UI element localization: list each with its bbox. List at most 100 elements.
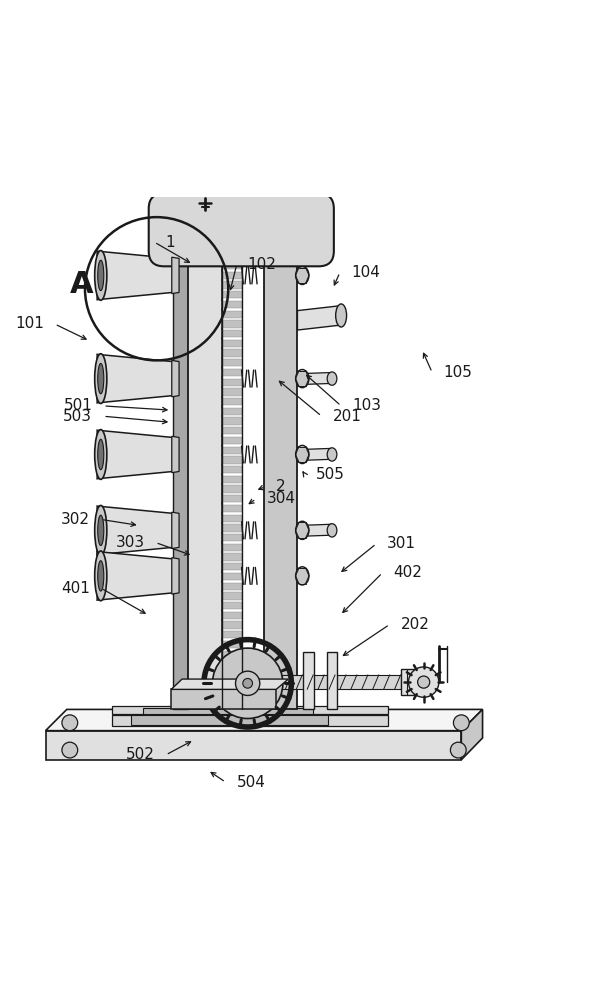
Text: 103: 103 (352, 398, 381, 413)
Polygon shape (222, 592, 242, 600)
Polygon shape (222, 359, 242, 366)
Polygon shape (297, 524, 331, 536)
Text: 303: 303 (115, 535, 144, 550)
Ellipse shape (98, 439, 104, 470)
Polygon shape (172, 558, 179, 594)
Polygon shape (222, 660, 242, 668)
Text: 502: 502 (126, 747, 155, 762)
Polygon shape (131, 715, 328, 725)
Polygon shape (401, 669, 414, 695)
Polygon shape (297, 448, 331, 461)
Polygon shape (46, 709, 483, 731)
Text: 501: 501 (63, 398, 92, 413)
Polygon shape (222, 388, 242, 396)
Polygon shape (222, 699, 242, 706)
Ellipse shape (95, 251, 107, 300)
Polygon shape (222, 515, 242, 522)
Polygon shape (173, 233, 188, 709)
Polygon shape (171, 689, 276, 709)
Circle shape (453, 715, 469, 731)
Polygon shape (222, 641, 242, 648)
Polygon shape (222, 583, 242, 590)
Ellipse shape (95, 505, 107, 555)
Polygon shape (222, 553, 242, 561)
Polygon shape (264, 233, 297, 709)
Polygon shape (222, 262, 242, 269)
Text: 301: 301 (387, 536, 416, 551)
Circle shape (418, 676, 430, 688)
Polygon shape (97, 251, 173, 300)
Polygon shape (222, 272, 242, 279)
Text: 101: 101 (15, 316, 44, 331)
Text: 504: 504 (237, 775, 266, 790)
Polygon shape (222, 505, 242, 512)
Polygon shape (282, 675, 401, 689)
Polygon shape (222, 670, 242, 677)
Polygon shape (222, 612, 242, 619)
Ellipse shape (327, 524, 337, 537)
Polygon shape (222, 680, 242, 687)
Text: 201: 201 (333, 409, 362, 424)
Ellipse shape (296, 266, 309, 285)
Polygon shape (222, 524, 242, 532)
Polygon shape (222, 427, 242, 434)
Ellipse shape (95, 430, 107, 479)
Ellipse shape (327, 372, 337, 385)
Text: 104: 104 (351, 265, 380, 280)
Text: 503: 503 (63, 409, 92, 424)
Polygon shape (222, 495, 242, 502)
Polygon shape (222, 417, 242, 425)
Text: 2: 2 (276, 479, 286, 494)
Text: 304: 304 (267, 491, 296, 506)
Polygon shape (112, 715, 388, 726)
Polygon shape (222, 281, 242, 289)
Polygon shape (112, 706, 388, 714)
Polygon shape (222, 456, 242, 464)
Polygon shape (222, 563, 242, 570)
Polygon shape (222, 301, 242, 308)
Polygon shape (222, 379, 242, 386)
Polygon shape (172, 360, 179, 397)
Ellipse shape (336, 304, 347, 327)
Ellipse shape (98, 561, 104, 591)
FancyBboxPatch shape (149, 193, 334, 266)
Polygon shape (222, 291, 242, 298)
Polygon shape (222, 651, 242, 658)
Ellipse shape (95, 354, 107, 403)
Polygon shape (222, 330, 242, 337)
Ellipse shape (98, 260, 104, 291)
Circle shape (62, 742, 78, 758)
Text: 402: 402 (393, 565, 422, 580)
Ellipse shape (98, 515, 104, 546)
Polygon shape (171, 679, 288, 689)
Polygon shape (222, 369, 242, 376)
Polygon shape (222, 437, 242, 444)
Polygon shape (172, 257, 179, 294)
Text: A: A (70, 270, 93, 299)
Polygon shape (222, 252, 242, 260)
Circle shape (236, 671, 260, 695)
Circle shape (212, 648, 283, 719)
Polygon shape (46, 731, 461, 760)
Polygon shape (222, 631, 242, 638)
Polygon shape (222, 311, 242, 318)
Polygon shape (297, 373, 331, 385)
Circle shape (409, 667, 439, 697)
Polygon shape (173, 226, 304, 233)
Ellipse shape (296, 369, 309, 388)
Polygon shape (172, 436, 179, 473)
Polygon shape (222, 320, 242, 328)
Polygon shape (188, 233, 222, 709)
Text: 505: 505 (316, 467, 345, 482)
Polygon shape (222, 408, 242, 415)
Ellipse shape (327, 448, 337, 461)
Polygon shape (97, 430, 173, 479)
Text: 202: 202 (401, 617, 430, 632)
Polygon shape (222, 544, 242, 551)
Ellipse shape (296, 567, 309, 585)
Ellipse shape (95, 551, 107, 601)
Polygon shape (222, 476, 242, 483)
Text: 401: 401 (61, 581, 90, 596)
Ellipse shape (296, 445, 309, 464)
Polygon shape (222, 398, 242, 405)
